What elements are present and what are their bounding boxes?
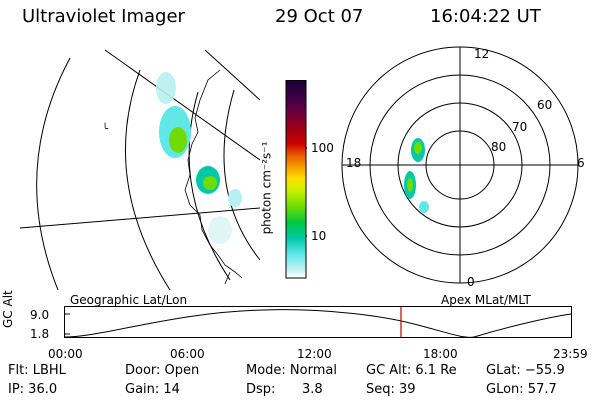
app-title: Ultraviolet Imager <box>22 6 185 27</box>
time-tick-1200: 12:00 <box>297 347 332 361</box>
colorbar <box>285 80 307 279</box>
seq-readout: Seq: 39 <box>366 382 416 397</box>
ip-readout: IP: 36.0 <box>8 382 58 397</box>
polar-plot <box>341 46 579 284</box>
mlat-label-60: 60 <box>537 98 553 112</box>
colorbar-unit-label: photon cm⁻²s⁻¹ <box>259 141 274 235</box>
mlat-label-80: 80 <box>491 140 507 154</box>
gc-alt-axis-label: GC Alt <box>1 290 15 328</box>
svg-text:╰: ╰ <box>102 122 109 135</box>
colorbar-tick-10: 10 <box>311 229 327 243</box>
time-tick-0600: 06:00 <box>170 347 205 361</box>
glat-readout: GLat: −55.9 <box>486 363 565 378</box>
mlt-label-18: 18 <box>346 156 362 170</box>
gc-alt-tick-low: 1.8 <box>30 327 50 341</box>
gc-alt-tick-high: 9.0 <box>30 308 50 322</box>
dsp-value: 3.8 <box>302 382 323 397</box>
door-readout: Door: Open <box>125 363 200 378</box>
geo-panel-label: Geographic Lat/Lon <box>70 293 188 307</box>
gc-alt-readout: GC Alt: 6.1 Re <box>366 363 457 378</box>
glon-readout: GLon: 57.7 <box>486 382 557 397</box>
mlt-label-0: 0 <box>467 275 475 289</box>
time-tick-0000: 00:00 <box>48 347 83 361</box>
mlt-label-12: 12 <box>474 47 490 61</box>
dsp-label: Dsp: <box>246 382 276 397</box>
gain-readout: Gain: 14 <box>125 382 180 397</box>
mode-readout: Mode: Normal <box>246 363 337 378</box>
time-tick-2359: 23:59 <box>553 347 588 361</box>
mlt-label-6: 6 <box>577 156 585 170</box>
date-label: 29 Oct 07 <box>275 6 364 27</box>
mlat-label-70: 70 <box>512 120 528 134</box>
filter-readout: Flt: LBHL <box>8 363 66 378</box>
time-tick-1800: 18:00 <box>423 347 458 361</box>
colorbar-tick-100: 100 <box>311 141 334 155</box>
polar-panel-label: Apex MLat/MLT <box>441 293 531 307</box>
altitude-strip <box>64 306 572 338</box>
geographic-map: ╰ <box>20 49 260 290</box>
time-label: 16:04:22 UT <box>430 6 541 27</box>
